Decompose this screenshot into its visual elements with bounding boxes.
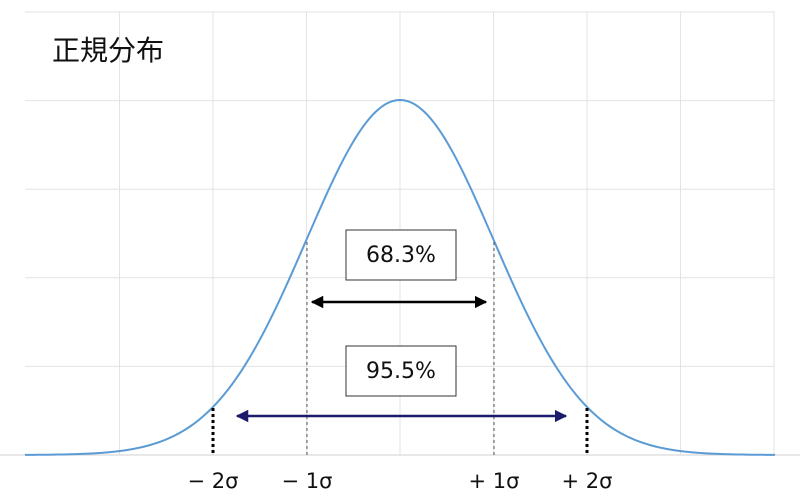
label-box (345, 345, 457, 397)
title: 正規分布 (52, 34, 164, 67)
axis-label: + 2σ (562, 469, 613, 493)
axis-label: + 1σ (469, 469, 520, 493)
one-sigma-label: 68.3% (366, 243, 436, 268)
axis-label: − 2σ (188, 469, 239, 493)
label-box (345, 229, 457, 281)
axis-label: − 1σ (282, 469, 333, 493)
two-sigma-label: 95.5% (366, 359, 436, 384)
normal-curve (24, 98, 776, 456)
